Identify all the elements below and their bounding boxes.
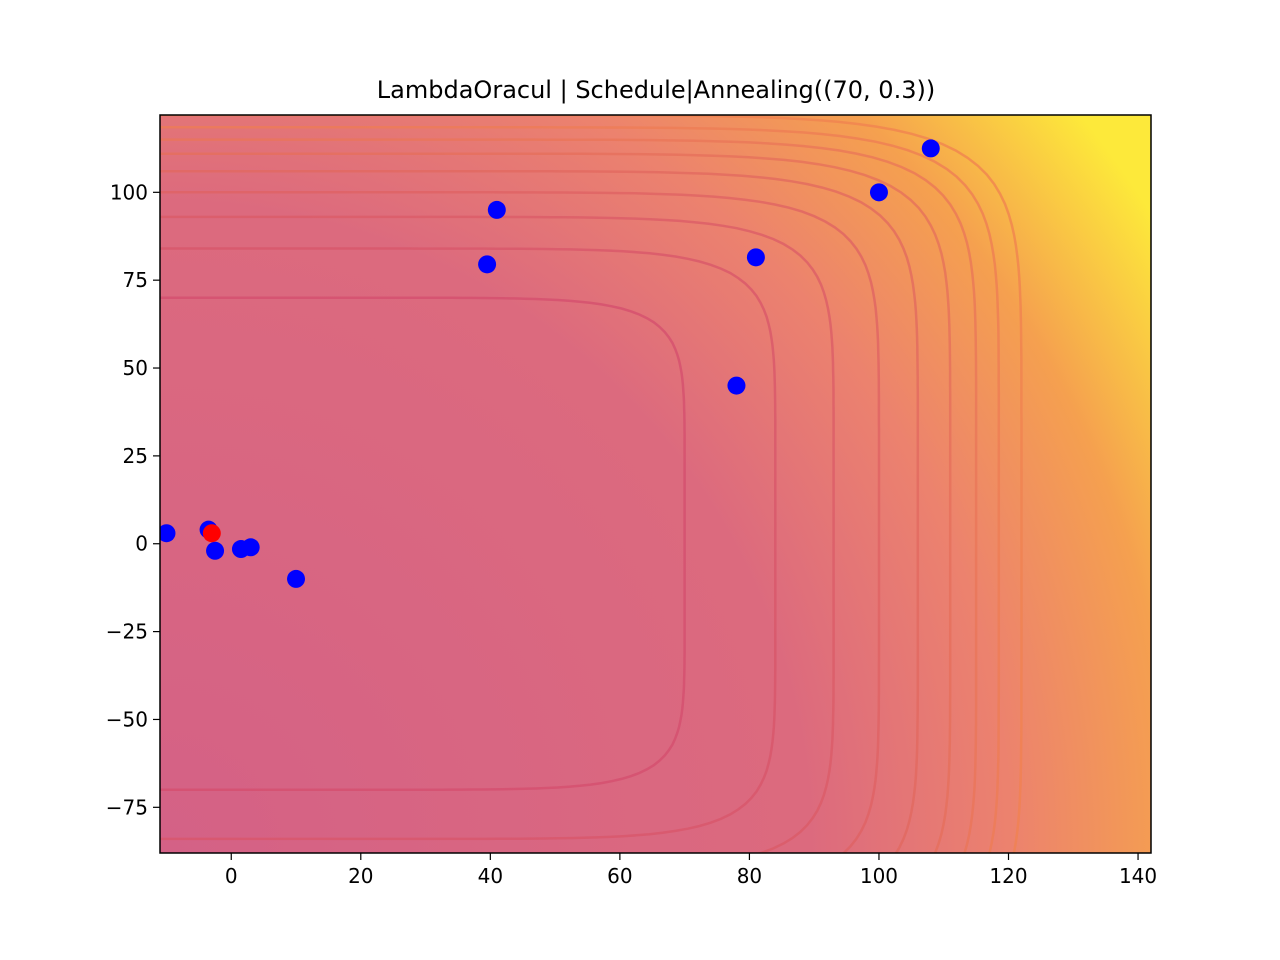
- contour-line: [160, 191, 881, 853]
- red-point: [202, 524, 221, 543]
- blue-point: [287, 569, 306, 588]
- data-points: [160, 139, 940, 588]
- contour-line: [160, 169, 920, 853]
- y-tick-label: 0: [135, 532, 148, 556]
- x-tick-label: 20: [348, 864, 373, 888]
- x-tick-label: 100: [860, 864, 898, 888]
- x-tick-label: 60: [607, 864, 632, 888]
- contour-line: [160, 215, 835, 853]
- blue-point: [241, 538, 260, 557]
- blue-point: [206, 541, 225, 560]
- x-tick-label: 120: [989, 864, 1027, 888]
- contour-background: [160, 115, 1151, 853]
- x-tick-label: 0: [225, 864, 238, 888]
- y-tick-label: 100: [110, 180, 148, 204]
- blue-point: [160, 524, 176, 543]
- blue-point: [869, 183, 888, 202]
- chart-title: LambdaOracul | Schedule|Annealing((70, 0…: [377, 76, 935, 104]
- blue-point: [746, 248, 765, 267]
- blue-point: [921, 139, 940, 158]
- y-tick-label: −50: [106, 707, 148, 731]
- blue-point: [487, 200, 506, 219]
- contour-line: [160, 247, 777, 841]
- blue-point: [727, 376, 746, 395]
- y-tick-label: 50: [123, 356, 148, 380]
- x-tick-label: 40: [478, 864, 503, 888]
- contour-line: [160, 296, 686, 791]
- plot-area: [159, 114, 1152, 854]
- contour-line: [160, 138, 978, 853]
- x-tick-label: 140: [1119, 864, 1157, 888]
- blue-point: [478, 255, 497, 274]
- y-tick-label: −25: [106, 620, 148, 644]
- x-axis: 0 20 40 60 80 100 120 140: [225, 853, 1157, 888]
- plot-frame: [159, 114, 1152, 854]
- contour-line: [160, 126, 1001, 853]
- y-axis: −75 −50 −25 0 25 50 75 100: [106, 180, 160, 819]
- y-tick-label: −75: [106, 795, 148, 819]
- y-tick-label: 25: [123, 444, 148, 468]
- contour-line: [160, 152, 952, 853]
- x-tick-label: 80: [737, 864, 762, 888]
- y-tick-label: 75: [123, 268, 148, 292]
